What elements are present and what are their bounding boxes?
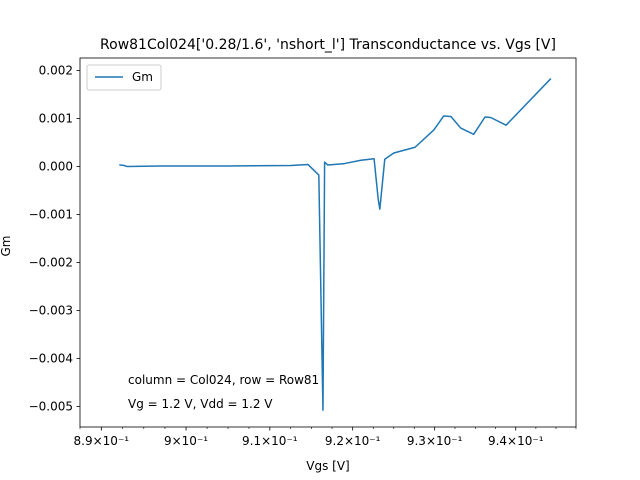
y-axis-label: Gm <box>0 236 13 257</box>
plot-frame <box>79 57 577 428</box>
series-line-gm <box>119 78 552 411</box>
legend: Gm <box>86 64 162 91</box>
y-tick-label: 0.002 <box>39 63 73 77</box>
y-tick-label: 0.001 <box>39 111 73 125</box>
legend-label-gm: Gm <box>132 70 153 84</box>
y-tick-label: −0.002 <box>29 255 73 269</box>
x-tick-label: 9.1×10⁻¹ <box>242 434 298 448</box>
axis-ticks: 8.9×10⁻¹ 9×10⁻¹ 9.1×10⁻¹ 9.2×10⁻¹ 9.3×10⁻¹ 9.… <box>29 63 577 448</box>
x-tick-label: 9×10⁻¹ <box>164 434 208 448</box>
chart-title: Row81Col024['0.28/1.6', 'nshort_l'] Tran… <box>100 37 556 53</box>
y-tick-label: 0.000 <box>39 159 73 173</box>
y-tick-label: −0.005 <box>29 399 73 413</box>
y-tick-label: −0.004 <box>29 351 73 365</box>
y-tick-label: −0.001 <box>29 207 73 221</box>
plot-area <box>79 57 577 428</box>
annotation-location: column = Col024, row = Row81 <box>128 373 319 387</box>
x-tick-label: 9.2×10⁻¹ <box>325 434 381 448</box>
y-tick-label: −0.003 <box>29 303 73 317</box>
legend-box <box>86 64 162 91</box>
annotation-voltages: Vg = 1.2 V, Vdd = 1.2 V <box>128 397 273 411</box>
x-tick-label: 9.3×10⁻¹ <box>407 434 463 448</box>
x-tick-label: 8.9×10⁻¹ <box>74 434 130 448</box>
x-tick-label: 9.4×10⁻¹ <box>488 434 544 448</box>
x-axis-label: Vgs [V] <box>306 459 349 473</box>
